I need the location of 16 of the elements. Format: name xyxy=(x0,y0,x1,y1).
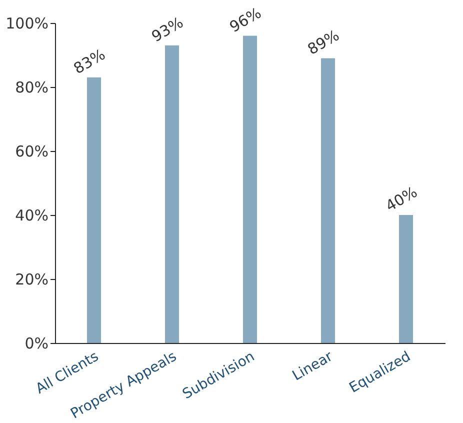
data-label: 96% xyxy=(226,4,264,36)
y-tick-label: 0% xyxy=(24,334,48,352)
bar xyxy=(321,58,335,343)
bar xyxy=(243,36,257,343)
data-label: 83% xyxy=(70,45,108,78)
bar xyxy=(399,215,413,343)
y-tick-label: 80% xyxy=(15,78,48,96)
y-tick-label: 100% xyxy=(6,14,48,32)
y-tick-label: 20% xyxy=(15,270,48,288)
data-label: 93% xyxy=(148,13,186,46)
bar xyxy=(165,45,179,343)
data-label: 89% xyxy=(304,26,342,58)
data-label: 40% xyxy=(382,183,420,216)
y-tick-label: 60% xyxy=(15,142,48,160)
y-tick-label: 40% xyxy=(15,206,48,224)
bar xyxy=(87,77,101,343)
